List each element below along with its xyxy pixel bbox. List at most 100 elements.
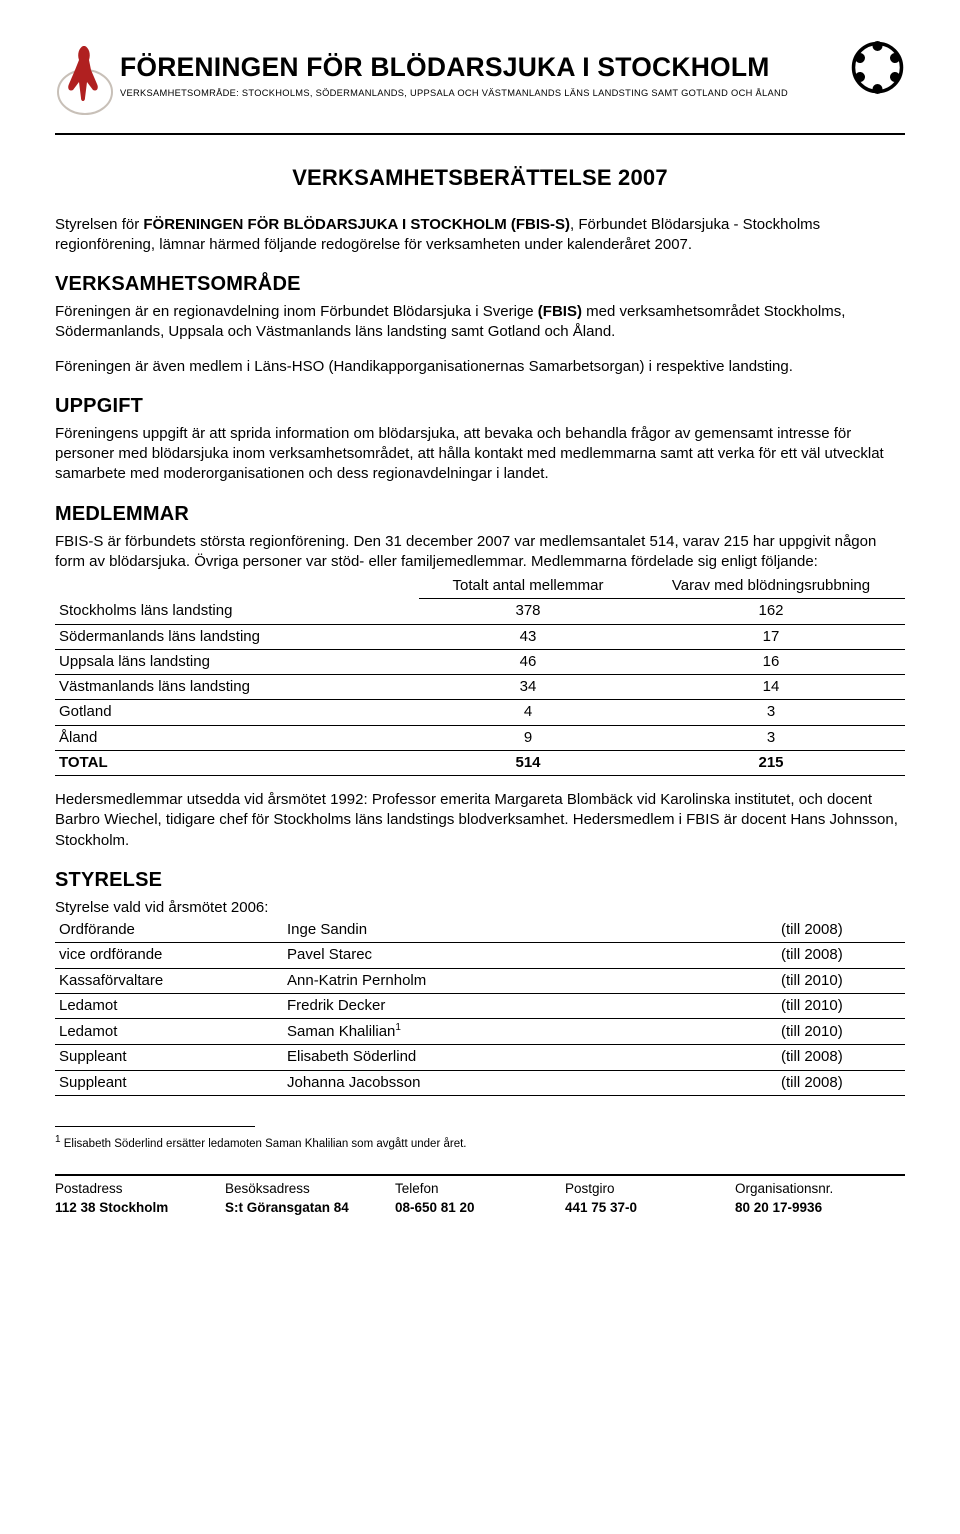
name-cell: Inge Sandin bbox=[283, 918, 777, 943]
table-row: SuppleantJohanna Jacobsson(till 2008) bbox=[55, 1070, 905, 1095]
table-row: Stockholms läns landsting378162 bbox=[55, 599, 905, 624]
table-row: LedamotSaman Khalilian1(till 2010) bbox=[55, 1019, 905, 1045]
intro-bold: FÖRENINGEN FÖR BLÖDARSJUKA I STOCKHOLM (… bbox=[143, 216, 570, 233]
term-cell: (till 2010) bbox=[777, 1019, 905, 1045]
table-row: vice ordförandePavel Starec(till 2008) bbox=[55, 943, 905, 968]
task-heading: UPPGIFT bbox=[55, 393, 905, 420]
footer-value: 80 20 17-9936 bbox=[735, 1199, 905, 1217]
total-cell: 9 bbox=[419, 725, 637, 750]
bleeding-cell: 17 bbox=[637, 624, 905, 649]
role-cell: Ordförande bbox=[55, 918, 283, 943]
table-row: OrdförandeInge Sandin(till 2008) bbox=[55, 918, 905, 943]
area-p1: Föreningen är en regionavdelning inom Fö… bbox=[55, 302, 905, 343]
document-title: VERKSAMHETSBERÄTTELSE 2007 bbox=[55, 163, 905, 193]
table-row: Gotland43 bbox=[55, 700, 905, 725]
area-p2: Föreningen är även medlem i Läns-HSO (Ha… bbox=[55, 357, 905, 377]
footer-value: 08-650 81 20 bbox=[395, 1199, 565, 1217]
board-sub: Styrelse vald vid årsmötet 2006: bbox=[55, 898, 905, 918]
table-row: Södermanlands läns landsting4317 bbox=[55, 624, 905, 649]
footer-col: BesöksadressS:t Göransgatan 84 bbox=[225, 1180, 395, 1216]
role-cell: vice ordförande bbox=[55, 943, 283, 968]
members-intro: FBIS-S är förbundets största regionfören… bbox=[55, 532, 905, 573]
org-logo-left bbox=[55, 40, 115, 115]
footer-label: Telefon bbox=[395, 1180, 565, 1198]
footer-label: Postgiro bbox=[565, 1180, 735, 1198]
table-row: Åland93 bbox=[55, 725, 905, 750]
footer-divider bbox=[55, 1174, 905, 1176]
org-subtitle: VERKSAMHETSOMRÅDE: STOCKHOLMS, SÖDERMANL… bbox=[120, 87, 850, 100]
role-cell: Ledamot bbox=[55, 993, 283, 1018]
bleeding-cell: 14 bbox=[637, 675, 905, 700]
term-cell: (till 2010) bbox=[777, 968, 905, 993]
members-total-row: TOTAL 514 215 bbox=[55, 750, 905, 775]
page-header: FÖRENINGEN FÖR BLÖDARSJUKA I STOCKHOLM V… bbox=[55, 40, 905, 115]
area-p1-pre: Föreningen är en regionavdelning inom Fö… bbox=[55, 303, 538, 320]
name-cell: Saman Khalilian1 bbox=[283, 1019, 777, 1045]
footer-value: S:t Göransgatan 84 bbox=[225, 1199, 395, 1217]
total-cell: 4 bbox=[419, 700, 637, 725]
name-cell: Fredrik Decker bbox=[283, 993, 777, 1018]
bleeding-cell: 3 bbox=[637, 725, 905, 750]
org-title: FÖRENINGEN FÖR BLÖDARSJUKA I STOCKHOLM bbox=[120, 50, 850, 86]
total-cell: 43 bbox=[419, 624, 637, 649]
table-row: Västmanlands läns landsting3414 bbox=[55, 675, 905, 700]
table-row: Uppsala läns landsting4616 bbox=[55, 649, 905, 674]
members-table: Totalt antal mellemmar Varav med blödnin… bbox=[55, 574, 905, 776]
term-cell: (till 2008) bbox=[777, 943, 905, 968]
table-row: SuppleantElisabeth Söderlind(till 2008) bbox=[55, 1045, 905, 1070]
table-row: KassaförvaltareAnn-Katrin Pernholm(till … bbox=[55, 968, 905, 993]
footnote-divider bbox=[55, 1126, 255, 1127]
members-heading: MEDLEMMAR bbox=[55, 501, 905, 528]
footer-label: Organisationsnr. bbox=[735, 1180, 905, 1198]
region-cell: Åland bbox=[55, 725, 419, 750]
footnote-text: Elisabeth Söderlind ersätter ledamoten S… bbox=[61, 1138, 467, 1150]
header-titles: FÖRENINGEN FÖR BLÖDARSJUKA I STOCKHOLM V… bbox=[115, 40, 850, 99]
footer-col: Telefon08-650 81 20 bbox=[395, 1180, 565, 1216]
term-cell: (till 2008) bbox=[777, 918, 905, 943]
header-divider bbox=[55, 133, 905, 135]
footer-col: Postgiro441 75 37-0 bbox=[565, 1180, 735, 1216]
footer-col: Organisationsnr.80 20 17-9936 bbox=[735, 1180, 905, 1216]
region-cell: Västmanlands läns landsting bbox=[55, 675, 419, 700]
area-p1-bold: (FBIS) bbox=[538, 303, 582, 320]
name-cell: Ann-Katrin Pernholm bbox=[283, 968, 777, 993]
task-p: Föreningens uppgift är att sprida inform… bbox=[55, 424, 905, 485]
term-cell: (till 2010) bbox=[777, 993, 905, 1018]
region-cell: Stockholms läns landsting bbox=[55, 599, 419, 624]
term-cell: (till 2008) bbox=[777, 1045, 905, 1070]
name-cell: Pavel Starec bbox=[283, 943, 777, 968]
role-cell: Kassaförvaltare bbox=[55, 968, 283, 993]
total-cell: 378 bbox=[419, 599, 637, 624]
members-honorary: Hedersmedlemmar utsedda vid årsmötet 199… bbox=[55, 790, 905, 851]
intro-paragraph: Styrelsen för FÖRENINGEN FÖR BLÖDARSJUKA… bbox=[55, 215, 905, 256]
name-cell: Johanna Jacobsson bbox=[283, 1070, 777, 1095]
bleeding-cell: 3 bbox=[637, 700, 905, 725]
term-cell: (till 2008) bbox=[777, 1070, 905, 1095]
org-logo-right bbox=[850, 40, 905, 95]
footer-col: Postadress112 38 Stockholm bbox=[55, 1180, 225, 1216]
region-cell: Södermanlands läns landsting bbox=[55, 624, 419, 649]
intro-pre: Styrelsen för bbox=[55, 216, 143, 233]
role-cell: Ledamot bbox=[55, 1019, 283, 1045]
members-col2-header: Totalt antal mellemmar bbox=[419, 574, 637, 599]
footer-value: 112 38 Stockholm bbox=[55, 1199, 225, 1217]
board-heading: STYRELSE bbox=[55, 867, 905, 894]
name-cell: Elisabeth Söderlind bbox=[283, 1045, 777, 1070]
region-cell: Gotland bbox=[55, 700, 419, 725]
members-col1-header bbox=[55, 574, 419, 599]
total-cell: 34 bbox=[419, 675, 637, 700]
footer-label: Besöksadress bbox=[225, 1180, 395, 1198]
bleeding-cell: 16 bbox=[637, 649, 905, 674]
page-footer: Postadress112 38 StockholmBesöksadressS:… bbox=[55, 1180, 905, 1216]
region-cell: Uppsala läns landsting bbox=[55, 649, 419, 674]
board-table: OrdförandeInge Sandin(till 2008)vice ord… bbox=[55, 918, 905, 1096]
footer-label: Postadress bbox=[55, 1180, 225, 1198]
table-row: LedamotFredrik Decker(till 2010) bbox=[55, 993, 905, 1018]
members-total-total: 514 bbox=[419, 750, 637, 775]
members-total-label: TOTAL bbox=[55, 750, 419, 775]
area-heading: VERKSAMHETSOMRÅDE bbox=[55, 271, 905, 298]
members-col3-header: Varav med blödningsrubbning bbox=[637, 574, 905, 599]
footnote: 1 Elisabeth Söderlind ersätter ledamoten… bbox=[55, 1133, 905, 1152]
footer-value: 441 75 37-0 bbox=[565, 1199, 735, 1217]
role-cell: Suppleant bbox=[55, 1045, 283, 1070]
